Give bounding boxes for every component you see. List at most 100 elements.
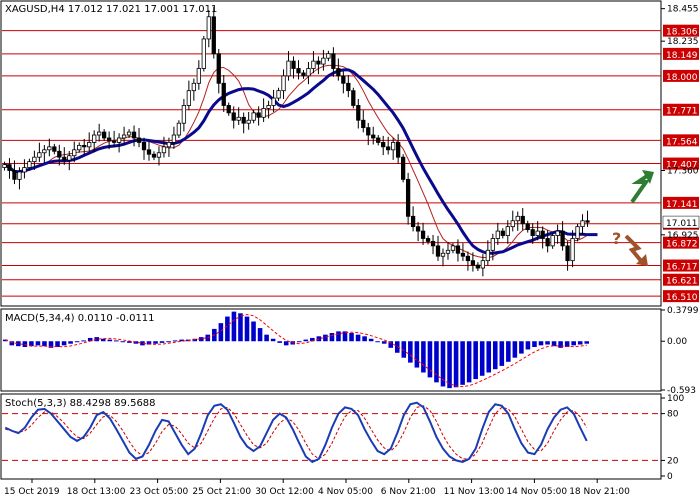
candle [92, 130, 97, 153]
level-label: 18.149 [666, 51, 698, 61]
macd-bar [466, 341, 472, 383]
time-tick-label: 11 Nov 13:00 [444, 487, 505, 497]
time-tick-label: 18 Oct 13:00 [67, 487, 126, 497]
macd-bar [551, 341, 557, 347]
macd-bar [114, 340, 119, 342]
candle [381, 135, 386, 156]
time-tick-label: 4 Nov 05:00 [318, 487, 373, 497]
stoch-tick-label: 0 [667, 472, 673, 482]
macd-bar [35, 341, 41, 346]
macd-bar [16, 341, 21, 347]
candle [236, 107, 241, 125]
candle [201, 35, 206, 72]
candle [276, 87, 281, 102]
candle [565, 241, 570, 271]
candle [7, 158, 12, 179]
macd-tick-label: -0.593 [667, 386, 696, 396]
candle [535, 221, 540, 241]
macd-bar [107, 339, 113, 342]
level-label-bg [663, 69, 699, 82]
macd-bar [440, 341, 446, 387]
macd-bar [349, 333, 354, 342]
macd-signal-line [5, 314, 587, 388]
macd-bar [519, 341, 524, 354]
macd-bar [453, 341, 459, 388]
macd-bar [323, 334, 328, 342]
macd-bar [9, 341, 15, 346]
candle [405, 172, 411, 225]
level-label: 16.872 [666, 240, 698, 250]
candle [326, 50, 331, 62]
macd-bar [270, 338, 276, 342]
level-label: 17.141 [666, 200, 698, 210]
candle [231, 106, 236, 129]
stoch-main-line [4, 401, 588, 464]
macd-bar [140, 341, 145, 346]
stoch-signal-line [5, 405, 588, 460]
candle [445, 242, 451, 260]
candle [97, 123, 102, 142]
candle [410, 206, 416, 232]
candle [17, 167, 22, 190]
candle [12, 160, 17, 185]
candle [386, 136, 391, 155]
candle [550, 232, 555, 249]
candle [525, 220, 530, 233]
stochastic-lines [2, 401, 661, 464]
macd-bar [486, 341, 492, 373]
candle [391, 137, 396, 160]
macd-bar [166, 341, 171, 343]
candle [450, 242, 456, 254]
candle [181, 98, 187, 132]
price-panel [0, 0, 662, 307]
up-arrow-icon [630, 170, 654, 204]
level-label-bg [663, 24, 699, 37]
candle [171, 126, 177, 149]
stoch-axis: 100 80 20 0 [661, 394, 684, 482]
level-label: 17.771 [666, 107, 698, 117]
macd-histogram [2, 311, 590, 389]
candle [460, 243, 466, 261]
level-label-bg [663, 103, 699, 116]
level-label-bg [663, 290, 699, 303]
stoch-tick-label: 100 [667, 394, 684, 404]
candle [251, 109, 256, 124]
macd-bar [355, 334, 361, 342]
macd-bar [375, 341, 380, 343]
macd-bar [492, 341, 498, 370]
current-price-label: 17.011 [666, 219, 698, 229]
level-label: 16.510 [666, 293, 698, 303]
candle [366, 122, 371, 146]
stoch-title: Stoch(5,3,3) 88.4298 89.5688 [5, 398, 156, 409]
macd-bar [329, 333, 335, 342]
candle [435, 235, 441, 261]
time-axis: 15 Oct 2019 18 Oct 13:00 23 Oct 05:00 25 Oc… [4, 479, 630, 497]
macd-bar [447, 341, 452, 389]
macd-bar [310, 337, 315, 342]
candle [480, 254, 486, 277]
candle [356, 98, 361, 129]
candle [67, 150, 72, 171]
candle [256, 106, 261, 126]
candle [161, 136, 167, 158]
stoch-tick-label: 80 [667, 410, 679, 420]
level-label: 16.717 [666, 263, 698, 273]
candle [371, 126, 376, 145]
macd-axis: 0.3799 0.00 -0.593 [661, 306, 699, 396]
price-tick-label: 16.925 [667, 231, 699, 241]
candle [121, 126, 127, 145]
candle [440, 248, 446, 267]
macd-bar [100, 338, 106, 342]
macd-bar [401, 341, 407, 358]
question-annotation: ? [612, 229, 621, 248]
level-label: 18.306 [666, 28, 698, 38]
candle [116, 133, 122, 153]
macd-bar [506, 341, 511, 362]
moving-averages [3, 64, 598, 259]
macd-bar [577, 341, 583, 345]
macd-bar [42, 341, 47, 347]
macd-bar [479, 341, 485, 376]
macd-bar [231, 311, 237, 342]
candle [281, 69, 286, 99]
candle [102, 129, 107, 141]
